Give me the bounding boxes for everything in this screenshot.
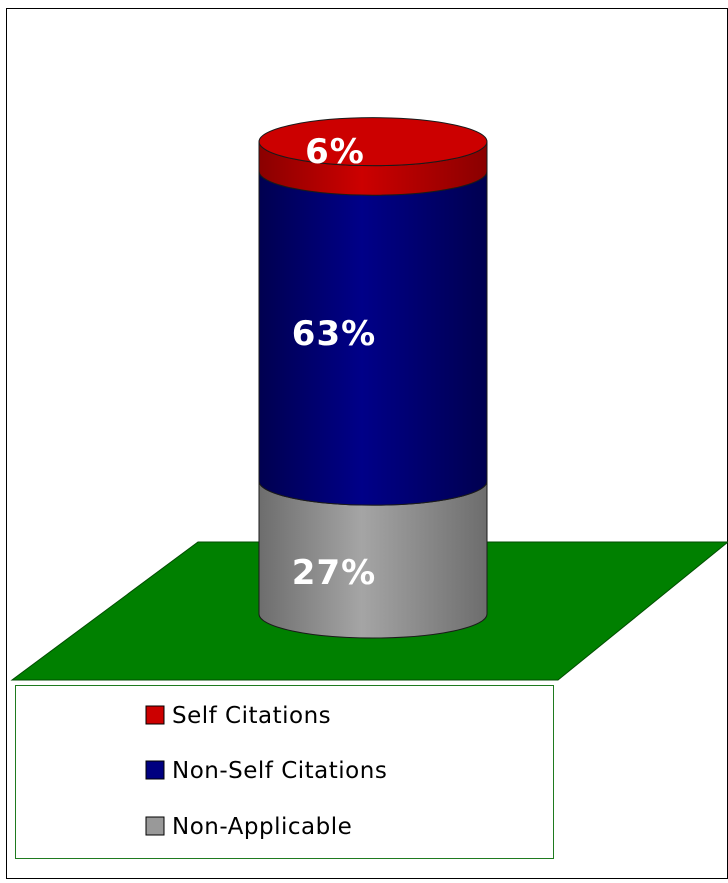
cylinder-stack bbox=[258, 117, 488, 639]
legend-swatch-self-citations bbox=[145, 705, 165, 725]
legend-label-non-applicable: Non-Applicable bbox=[172, 814, 352, 840]
legend-label-non-self-citations: Non-Self Citations bbox=[172, 758, 387, 784]
data-label-non-applicable: 27% bbox=[292, 553, 376, 593]
legend-swatch-non-applicable bbox=[145, 816, 165, 836]
legend-box bbox=[15, 685, 554, 859]
legend-swatch-non-self-citations bbox=[145, 760, 165, 780]
legend-label-self-citations: Self Citations bbox=[172, 703, 331, 729]
data-label-non-self-citations: 63% bbox=[292, 314, 376, 354]
data-label-self-citations: 6% bbox=[305, 132, 365, 172]
cylinder-top-cap bbox=[258, 117, 488, 167]
data-labels: 27% 63% 6% bbox=[292, 132, 376, 593]
legend: Self Citations Non-Self Citations Non-Appl… bbox=[145, 703, 387, 840]
